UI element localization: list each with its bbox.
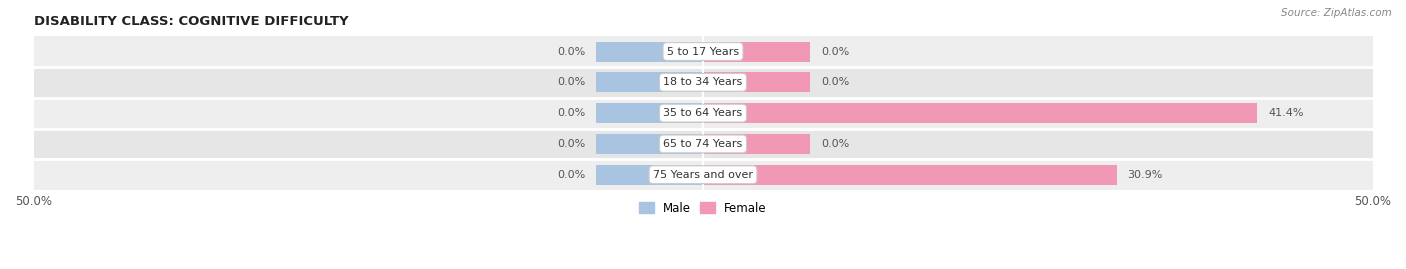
Legend: Male, Female: Male, Female	[636, 198, 770, 218]
Bar	[703, 103, 1257, 123]
Bar	[34, 159, 1372, 190]
Bar	[596, 134, 703, 154]
Text: Source: ZipAtlas.com: Source: ZipAtlas.com	[1281, 8, 1392, 18]
Bar	[34, 67, 1372, 98]
Bar	[596, 103, 703, 123]
Text: 30.9%: 30.9%	[1128, 170, 1163, 180]
Bar	[34, 98, 1372, 129]
Text: 18 to 34 Years: 18 to 34 Years	[664, 77, 742, 87]
Bar	[596, 72, 703, 92]
Text: 0.0%: 0.0%	[557, 77, 585, 87]
Bar	[703, 41, 810, 62]
Text: 0.0%: 0.0%	[557, 108, 585, 118]
Bar	[703, 134, 810, 154]
Bar	[596, 165, 703, 185]
Text: DISABILITY CLASS: COGNITIVE DIFFICULTY: DISABILITY CLASS: COGNITIVE DIFFICULTY	[34, 15, 349, 28]
Text: 65 to 74 Years: 65 to 74 Years	[664, 139, 742, 149]
Bar	[596, 41, 703, 62]
Bar	[703, 72, 810, 92]
Bar	[703, 165, 1116, 185]
Bar	[34, 36, 1372, 67]
Text: 0.0%: 0.0%	[821, 77, 849, 87]
Text: 0.0%: 0.0%	[821, 47, 849, 56]
Text: 35 to 64 Years: 35 to 64 Years	[664, 108, 742, 118]
Text: 5 to 17 Years: 5 to 17 Years	[666, 47, 740, 56]
Text: 0.0%: 0.0%	[557, 139, 585, 149]
Text: 0.0%: 0.0%	[557, 170, 585, 180]
Text: 75 Years and over: 75 Years and over	[652, 170, 754, 180]
Bar	[34, 129, 1372, 159]
Text: 0.0%: 0.0%	[821, 139, 849, 149]
Text: 0.0%: 0.0%	[557, 47, 585, 56]
Text: 41.4%: 41.4%	[1268, 108, 1303, 118]
